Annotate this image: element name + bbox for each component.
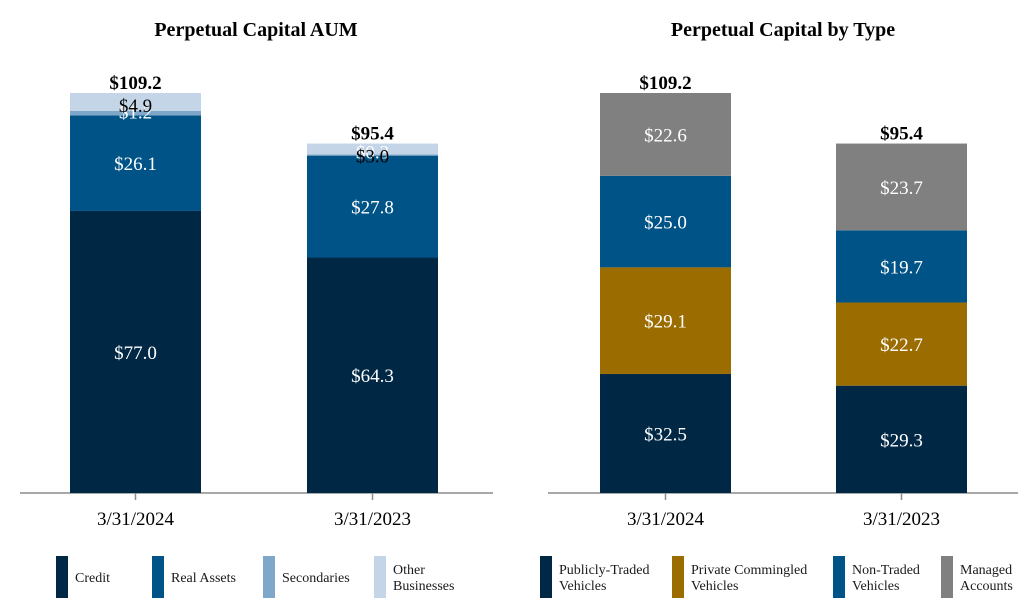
type-legend-label-2: Non-Traded Vehicles [852, 563, 920, 594]
type-bar-1-seg-0-label: $29.3 [880, 430, 923, 451]
type-tick-label-0: 3/31/2024 [627, 509, 705, 530]
aum-legend-label-2: Secondaries [282, 571, 350, 586]
aum-legend-swatch-1 [152, 556, 164, 598]
aum-legend-swatch-0 [56, 556, 68, 598]
type-legend-label-1-line-1: Vehicles [691, 579, 738, 594]
type-bar-1-seg-3-label: $23.7 [880, 178, 923, 199]
aum-bar-1-total: $95.4 [351, 124, 394, 145]
type-legend-label-0-line-0: Publicly-Traded [559, 563, 649, 578]
aum-bar-0-seg-2 [70, 110, 201, 116]
aum-legend-swatch-2 [263, 556, 275, 598]
type-bar-0-total: $109.2 [639, 73, 691, 94]
type-bar-0-seg-2 [600, 175, 731, 268]
aum-legend-label-0: Credit [75, 571, 110, 586]
aum-bar-0-total: $109.2 [109, 73, 161, 94]
aum-bar-1-seg-3 [307, 143, 438, 155]
aum-bar-1-seg-0-label: $64.3 [351, 366, 394, 387]
type-legend-label-3: Managed Accounts [960, 563, 1013, 594]
aum-bar-1-seg-1 [307, 155, 438, 258]
aum-legend-swatch-3 [374, 556, 386, 598]
type-bar-0-seg-2-label: $25.0 [644, 213, 687, 234]
aum-bar-0-seg-0 [70, 210, 201, 493]
type-bar-0-seg-3-label: $22.6 [644, 125, 687, 146]
aum-legend-label-3-line-1: Businesses [393, 579, 454, 594]
type-bar-0-seg-3 [600, 93, 731, 176]
aum-bar-1-seg-0 [307, 257, 438, 493]
type-chart-title: Perpetual Capital by Type [671, 19, 895, 41]
type-legend-label-0-line-1: Vehicles [559, 579, 606, 594]
type-bar-1-seg-2-label: $19.7 [880, 257, 923, 278]
type-legend-label-2-line-1: Vehicles [852, 579, 899, 594]
aum-bar-1-seg-2-label: $0.3 [356, 143, 389, 164]
type-bar-0-seg-1-label: $29.1 [644, 312, 687, 333]
type-legend-label-1: Private Commingled Vehicles [691, 563, 807, 594]
type-legend-label-3-line-1: Accounts [960, 579, 1013, 594]
type-legend-label-2-line-0: Non-Traded [852, 563, 920, 578]
aum-tick-label-1: 3/31/2023 [334, 509, 411, 530]
aum-bar-1-seg-3-label: $3.0 [356, 147, 389, 168]
aum-bar-0-seg-1 [70, 115, 201, 211]
aum-bar-0-seg-2-label: $1.2 [119, 102, 152, 123]
type-legend-swatch-3 [941, 556, 953, 598]
type-bar-0-seg-0 [600, 373, 731, 493]
type-legend-swatch-0 [540, 556, 552, 598]
type-bar-1-seg-1 [836, 302, 967, 386]
type-legend-swatch-2 [833, 556, 845, 598]
aum-tick-label-0: 3/31/2024 [97, 509, 175, 530]
aum-legend-label-3: Other Businesses [393, 563, 454, 594]
type-legend-label-3-line-0: Managed [960, 563, 1012, 578]
type-bar-1-seg-2 [836, 230, 967, 303]
type-legend-swatch-1 [672, 556, 684, 598]
aum-bar-1-seg-2 [307, 154, 438, 156]
aum-legend-label-3-line-0: Other [393, 563, 425, 578]
type-tick-label-1: 3/31/2023 [863, 509, 940, 530]
aum-bar-1-seg-1-label: $27.8 [351, 198, 394, 219]
aum-bar-0-seg-3-label: $4.9 [119, 96, 152, 117]
type-legend-label-1-line-0: Private Commingled [691, 563, 807, 578]
type-bar-1-seg-3 [836, 143, 967, 231]
type-bar-1-total: $95.4 [880, 124, 923, 145]
type-bar-1-seg-0 [836, 385, 967, 493]
aum-bar-0-seg-0-label: $77.0 [114, 343, 157, 364]
aum-bar-0-seg-3 [70, 93, 201, 111]
type-bar-0-seg-1 [600, 267, 731, 374]
type-bar-1-seg-1-label: $22.7 [880, 335, 923, 356]
type-bar-0-seg-0-label: $32.5 [644, 424, 687, 445]
aum-legend-label-1: Real Assets [171, 571, 236, 586]
aum-chart-title: Perpetual Capital AUM [154, 19, 357, 41]
type-legend-label-0: Publicly-Traded Vehicles [559, 563, 649, 594]
aum-bar-0-seg-1-label: $26.1 [114, 154, 157, 175]
